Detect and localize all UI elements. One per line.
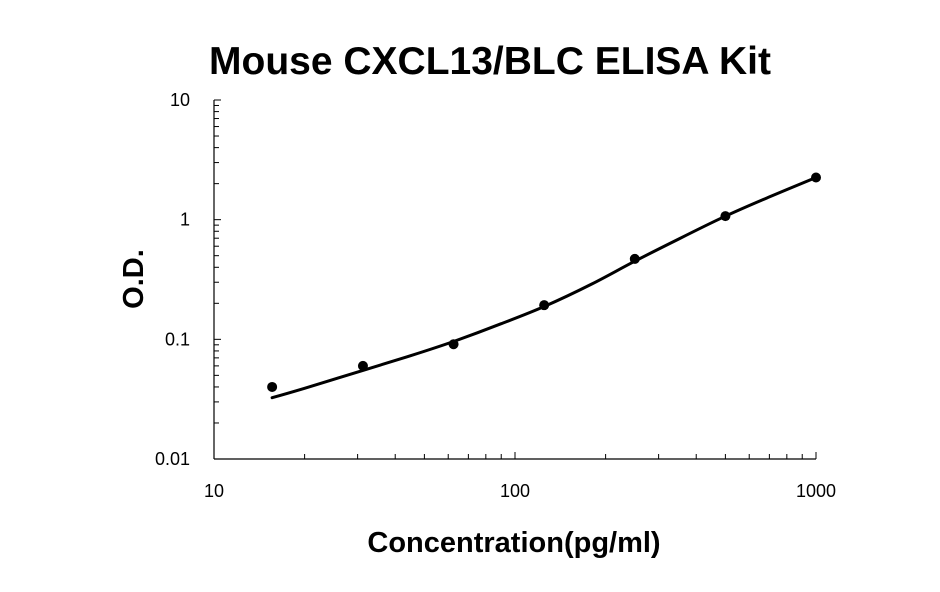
axes: [213, 100, 816, 460]
fit-curve-layer: [270, 176, 818, 400]
y-axis-label: O.D.: [118, 249, 150, 309]
data-point: [720, 211, 731, 222]
data-point: [267, 381, 278, 392]
data-point: [539, 300, 550, 311]
data-point: [448, 339, 459, 350]
y-tick-label: 1: [180, 210, 190, 230]
y-tick-label: 0.01: [155, 449, 190, 469]
data-point: [357, 360, 368, 371]
data-point: [629, 253, 640, 264]
x-axis-ticks: 10 100 1000: [204, 452, 836, 501]
y-axis-ticks: 0.01 0.1 1 10: [155, 90, 221, 469]
x-tick-label: 10: [204, 481, 224, 501]
x-tick-label: 1000: [796, 481, 836, 501]
x-axis-label: Concentration(pg/ml): [367, 527, 660, 559]
x-tick-label: 100: [500, 481, 530, 501]
data-points-layer: [267, 172, 821, 392]
fit-curve-line: [270, 176, 818, 400]
data-point: [811, 172, 821, 183]
y-tick-label: 0.1: [165, 329, 190, 349]
chart-title: Mouse CXCL13/BLC ELISA Kit: [209, 40, 771, 83]
y-tick-label: 10: [170, 90, 190, 110]
